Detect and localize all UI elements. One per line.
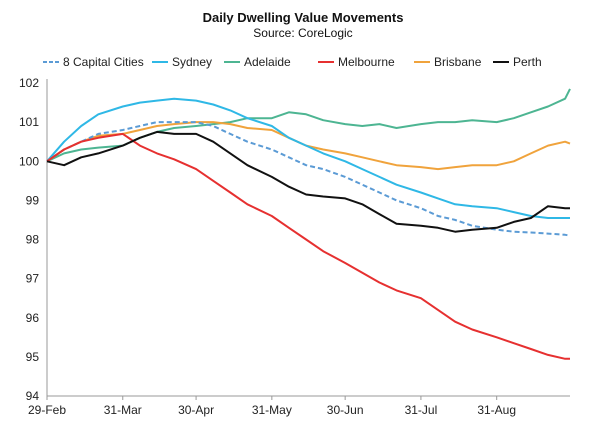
series-line-sydney (46, 97, 570, 219)
y-tick-label: 98 (26, 233, 40, 247)
series-line-brisbane (46, 121, 571, 171)
legend-label-brisbane: Brisbane (434, 55, 482, 69)
x-tick-label: 31-Aug (477, 403, 516, 417)
legend-label-perth: Perth (513, 55, 542, 69)
series-lines (46, 88, 571, 360)
y-tick-label: 102 (19, 76, 39, 90)
y-tick-label: 101 (19, 115, 39, 129)
legend-label-sydney: Sydney (172, 55, 212, 69)
x-tick-label: 31-Jul (405, 403, 438, 417)
series-line-melbourne (46, 132, 570, 360)
legend-label-melbourne: Melbourne (338, 55, 395, 69)
y-tick-label: 100 (19, 154, 39, 168)
chart-subtitle: Source: CoreLogic (253, 26, 353, 40)
y-tick-label: 99 (26, 193, 40, 207)
x-tick-label: 30-Apr (178, 403, 214, 417)
series-line-8-capital-cities (46, 121, 571, 237)
chart-title: Daily Dwelling Value Movements (202, 10, 404, 25)
legend-label-8-capital-cities: 8 Capital Cities (63, 55, 144, 69)
y-tick-label: 96 (26, 311, 40, 325)
y-tick-label: 95 (26, 350, 40, 364)
x-tick-label: 29-Feb (28, 403, 66, 417)
legend-label-adelaide: Adelaide (244, 55, 291, 69)
x-tick-label: 30-Jun (327, 403, 364, 417)
x-tick-label: 31-Mar (104, 403, 142, 417)
series-line-adelaide (46, 88, 571, 163)
x-tick-label: 31-May (252, 403, 292, 417)
axes: 94 95 96 97 98 99 100 101 102 29-Feb 31-Mar 30-Apr 3… (19, 76, 570, 417)
series-line-perth (46, 130, 570, 233)
y-tick-label: 97 (26, 272, 40, 286)
y-tick-label: 94 (26, 389, 40, 403)
legend: 8 Capital Cities Sydney Adelaide Melbourne B… (43, 55, 542, 69)
